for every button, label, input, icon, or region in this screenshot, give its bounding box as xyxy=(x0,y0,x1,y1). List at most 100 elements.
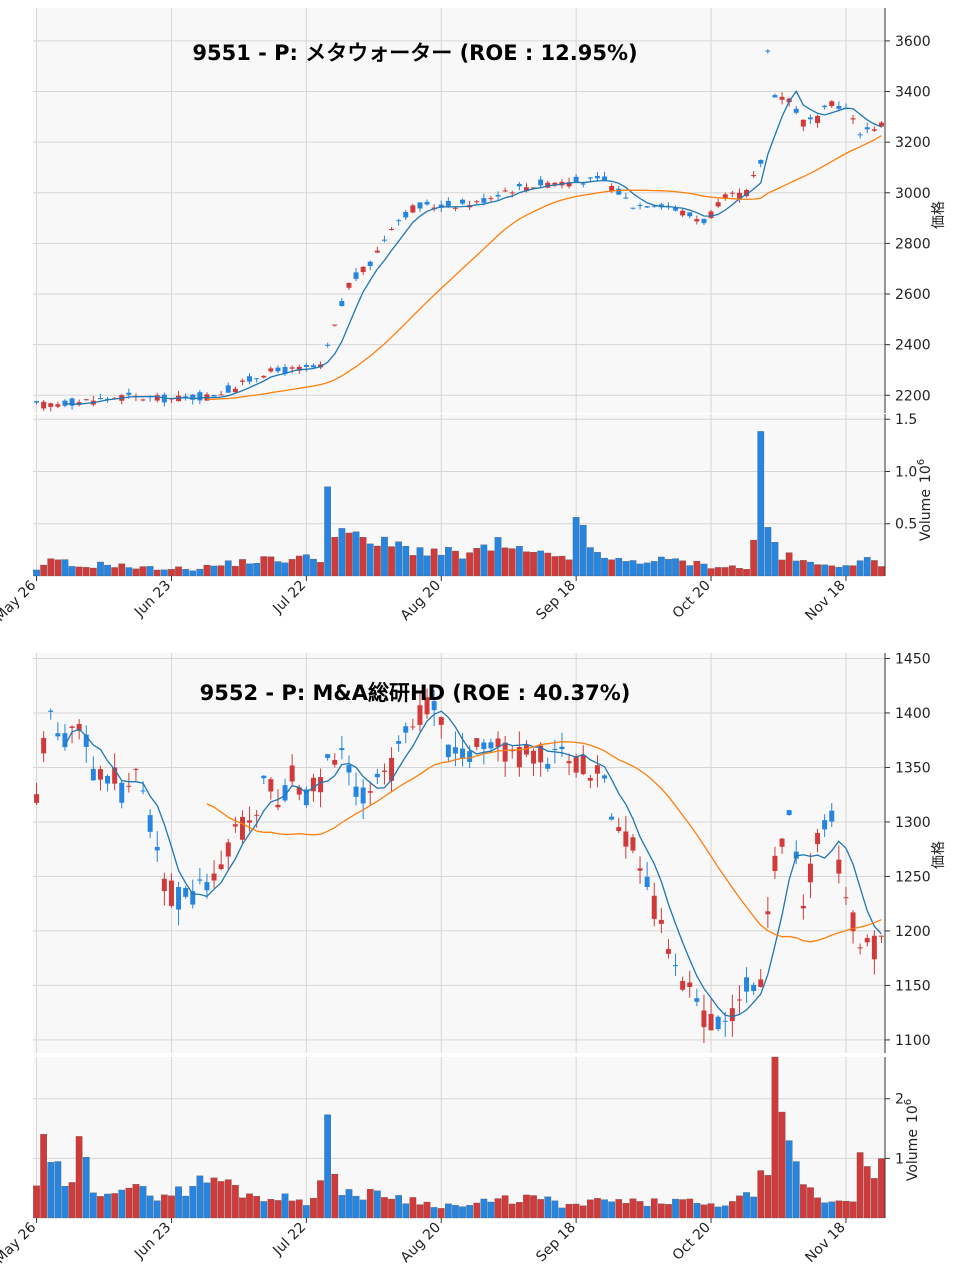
volume-bar xyxy=(714,1206,722,1219)
candle-body xyxy=(488,198,494,200)
candle-body xyxy=(715,1016,721,1030)
volume-bar xyxy=(374,1190,381,1219)
volume-axis-label: Volume 106 xyxy=(916,459,934,541)
candle-body xyxy=(460,748,466,759)
volume-bar xyxy=(423,1201,431,1219)
volume-bar xyxy=(849,1201,857,1219)
volume-bar xyxy=(366,1188,374,1219)
volume-tick-label: 1.5 xyxy=(895,412,917,428)
volume-bar xyxy=(601,557,608,577)
volume-bar xyxy=(161,1194,168,1219)
volume-bar xyxy=(601,1199,608,1219)
chart-1: 2200 2400 2600 2800 3000 3200 3400 3600 0.5 1.0 1.… xyxy=(0,8,947,625)
volume-bar xyxy=(558,1207,566,1219)
candle-body xyxy=(495,738,501,747)
candle-body xyxy=(183,888,189,897)
volume-bar xyxy=(459,558,466,577)
candle-body xyxy=(438,717,444,725)
candle-body xyxy=(346,765,352,773)
candle-body xyxy=(367,261,373,266)
volume-bar xyxy=(707,568,715,577)
candle-body xyxy=(609,185,615,192)
volume-bar xyxy=(97,1196,104,1219)
candle-body xyxy=(268,779,274,792)
volume-bar xyxy=(331,537,339,577)
candle-body xyxy=(587,777,593,781)
volume-axis-label-text: Volume xyxy=(918,489,934,541)
candle-body xyxy=(97,769,103,780)
volume-bar xyxy=(288,1200,296,1219)
price-tick-label: 2600 xyxy=(895,287,931,303)
candle-body xyxy=(289,367,295,369)
candle-body xyxy=(580,183,586,185)
candle-body xyxy=(687,212,693,217)
candle-body xyxy=(346,282,352,288)
volume-bar xyxy=(743,1192,750,1219)
volume-bar xyxy=(146,566,154,577)
chart-title: 9552 - P: M&A総研HD (ROE : 40.37%) xyxy=(200,681,631,705)
volume-bar xyxy=(785,1140,793,1219)
volume-bar xyxy=(139,566,147,577)
volume-axis-exp: 10 xyxy=(905,1105,921,1123)
price-tick-label: 2400 xyxy=(895,338,931,354)
candle-body xyxy=(190,394,196,400)
volume-bar xyxy=(878,566,885,577)
candle-body xyxy=(857,134,863,136)
volume-bar xyxy=(636,1201,644,1219)
candle-body xyxy=(339,748,345,751)
candle-body xyxy=(353,786,359,797)
candle-body xyxy=(275,804,281,808)
volume-bar xyxy=(118,563,126,577)
volume-bar xyxy=(672,1198,679,1219)
candle-body xyxy=(218,394,224,396)
candle-body xyxy=(268,368,274,372)
volume-bar xyxy=(615,558,623,577)
volume-bar xyxy=(757,1170,765,1219)
candle-body xyxy=(701,218,707,224)
candle-body xyxy=(374,250,380,253)
candle-body xyxy=(218,864,224,870)
candle-body xyxy=(147,815,153,832)
volume-bar xyxy=(281,562,289,577)
candle-body xyxy=(126,785,132,787)
candle-body xyxy=(722,194,728,199)
candle-body xyxy=(644,876,650,888)
price-panel xyxy=(33,653,885,1053)
candle-body xyxy=(531,187,537,189)
volume-bar xyxy=(196,568,204,577)
volume-bar xyxy=(856,1152,864,1219)
candle-body xyxy=(452,747,458,754)
candle-body xyxy=(247,376,253,382)
candle-body xyxy=(62,400,68,406)
candle-body xyxy=(410,726,416,728)
volume-bar xyxy=(324,1114,331,1219)
candle-body xyxy=(545,763,551,769)
volume-bar xyxy=(182,569,189,577)
price-panel xyxy=(33,8,885,413)
volume-bar xyxy=(189,1186,197,1219)
candle-body xyxy=(303,365,309,367)
candle-body xyxy=(793,851,799,859)
volume-bar xyxy=(338,1195,346,1219)
candle-body xyxy=(176,887,182,910)
volume-bar xyxy=(544,1196,552,1219)
volume-bar xyxy=(863,1166,871,1219)
candle-body xyxy=(630,207,636,209)
volume-bar xyxy=(466,552,473,577)
volume-bar xyxy=(132,568,140,577)
ma-short-line xyxy=(64,710,882,1018)
volume-bar xyxy=(402,545,410,577)
volume-bar xyxy=(437,554,445,577)
candle-body xyxy=(644,206,650,208)
candle-body xyxy=(239,380,245,382)
candle-body xyxy=(225,842,231,857)
volume-bar xyxy=(146,1195,154,1219)
volume-bar xyxy=(359,1199,367,1219)
volume-bar xyxy=(168,569,175,577)
volume-bar xyxy=(750,539,757,577)
candle-body xyxy=(140,399,146,401)
candle-body xyxy=(815,115,821,124)
volume-bar xyxy=(871,560,878,577)
candle-body xyxy=(495,195,501,197)
volume-bar xyxy=(381,1197,388,1219)
